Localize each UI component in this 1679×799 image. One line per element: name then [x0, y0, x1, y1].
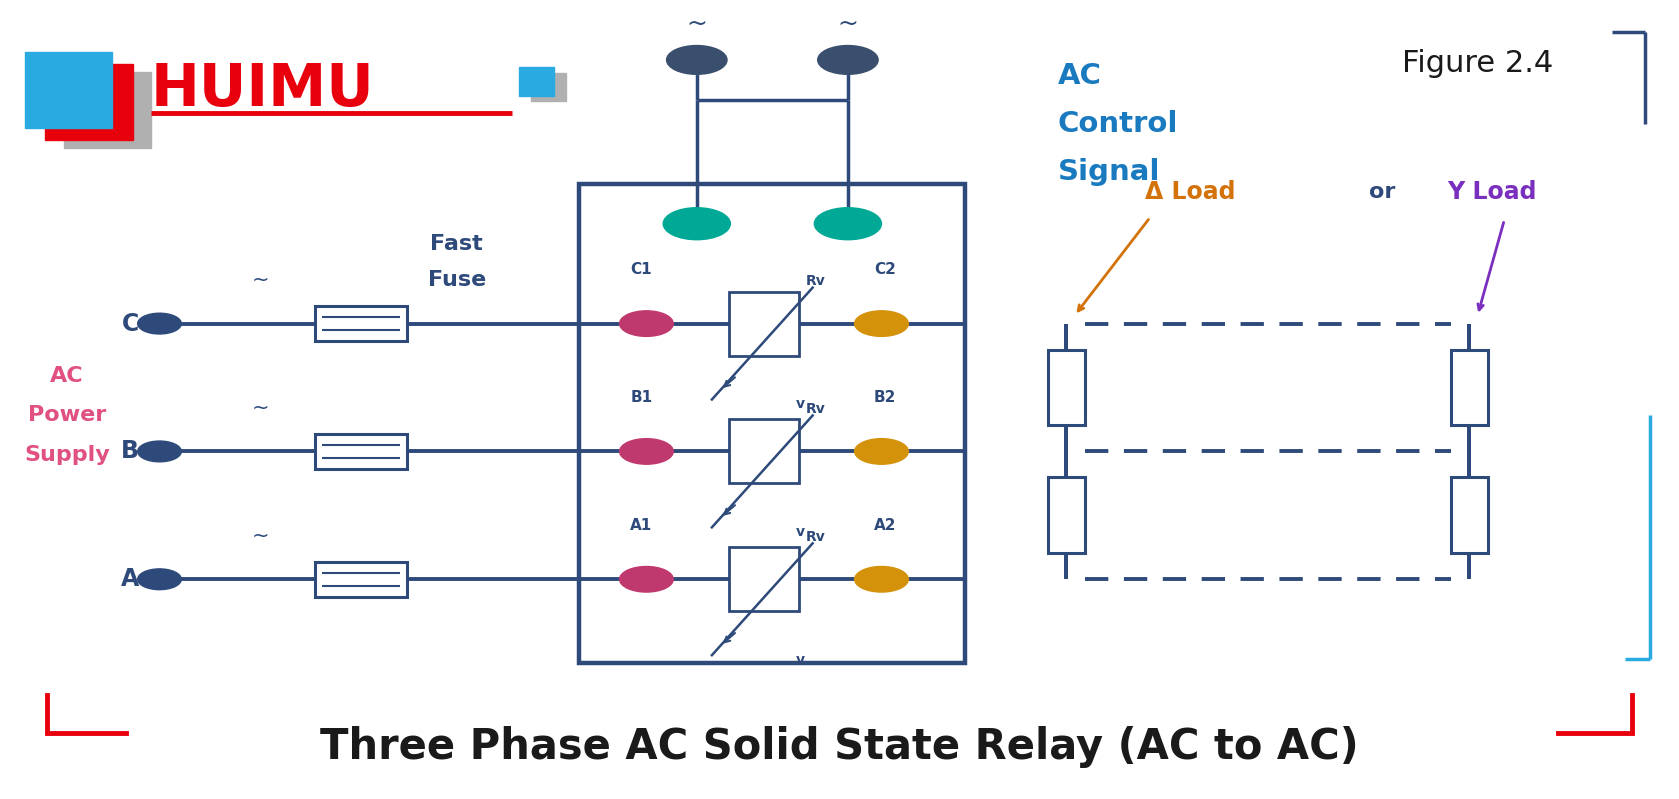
Bar [729, 419, 799, 483]
Circle shape [138, 441, 181, 462]
Text: Supply: Supply [24, 445, 111, 466]
Circle shape [138, 313, 181, 334]
Bar [1451, 478, 1488, 553]
Bar [314, 562, 406, 597]
Bar [729, 547, 799, 611]
Bar [531, 73, 566, 101]
Circle shape [855, 311, 908, 336]
Text: ~: ~ [252, 525, 269, 546]
Text: v: v [796, 525, 804, 539]
Text: ~: ~ [687, 12, 707, 36]
Text: C: C [123, 312, 139, 336]
Bar [25, 52, 112, 128]
Text: Fuse: Fuse [428, 269, 485, 290]
Bar [64, 72, 151, 148]
Circle shape [818, 46, 878, 74]
Bar [45, 64, 133, 140]
Text: B1: B1 [630, 390, 653, 405]
Text: B: B [121, 439, 139, 463]
Text: B2: B2 [873, 390, 897, 405]
Text: A1: A1 [630, 518, 653, 533]
Text: v: v [796, 653, 804, 667]
Circle shape [620, 439, 673, 464]
Text: A: A [121, 567, 139, 591]
Bar [1048, 350, 1085, 425]
Text: ~: ~ [838, 12, 858, 36]
Text: Signal: Signal [1058, 157, 1160, 186]
Text: v: v [796, 397, 804, 411]
Text: Rv: Rv [806, 402, 826, 416]
Circle shape [855, 439, 908, 464]
Circle shape [667, 46, 727, 74]
Text: Figure 2.4: Figure 2.4 [1402, 50, 1553, 78]
Bar [314, 306, 406, 341]
Bar [579, 184, 965, 663]
Text: Fast: Fast [430, 233, 484, 254]
Text: ~: ~ [252, 397, 269, 418]
Text: C1: C1 [631, 262, 651, 277]
Circle shape [138, 569, 181, 590]
Circle shape [620, 311, 673, 336]
Text: Control: Control [1058, 109, 1179, 138]
Circle shape [663, 208, 730, 240]
Text: AC: AC [50, 365, 84, 386]
Text: C2: C2 [873, 262, 897, 277]
Bar [1451, 350, 1488, 425]
Circle shape [855, 566, 908, 592]
Text: Y Load: Y Load [1447, 180, 1536, 204]
Bar [1048, 478, 1085, 553]
Text: AC: AC [1058, 62, 1101, 90]
Text: Power: Power [29, 405, 106, 426]
Text: ~: ~ [252, 269, 269, 290]
Bar [519, 67, 554, 96]
Text: Rv: Rv [806, 274, 826, 288]
Text: HUIMU: HUIMU [151, 61, 374, 118]
Text: Δ Load: Δ Load [1145, 180, 1236, 204]
Text: or: or [1368, 181, 1395, 202]
Circle shape [620, 566, 673, 592]
Text: A2: A2 [873, 518, 897, 533]
Text: Rv: Rv [806, 530, 826, 544]
Bar [729, 292, 799, 356]
Circle shape [814, 208, 881, 240]
Bar [314, 434, 406, 469]
Text: Three Phase AC Solid State Relay (AC to AC): Three Phase AC Solid State Relay (AC to … [321, 726, 1358, 768]
